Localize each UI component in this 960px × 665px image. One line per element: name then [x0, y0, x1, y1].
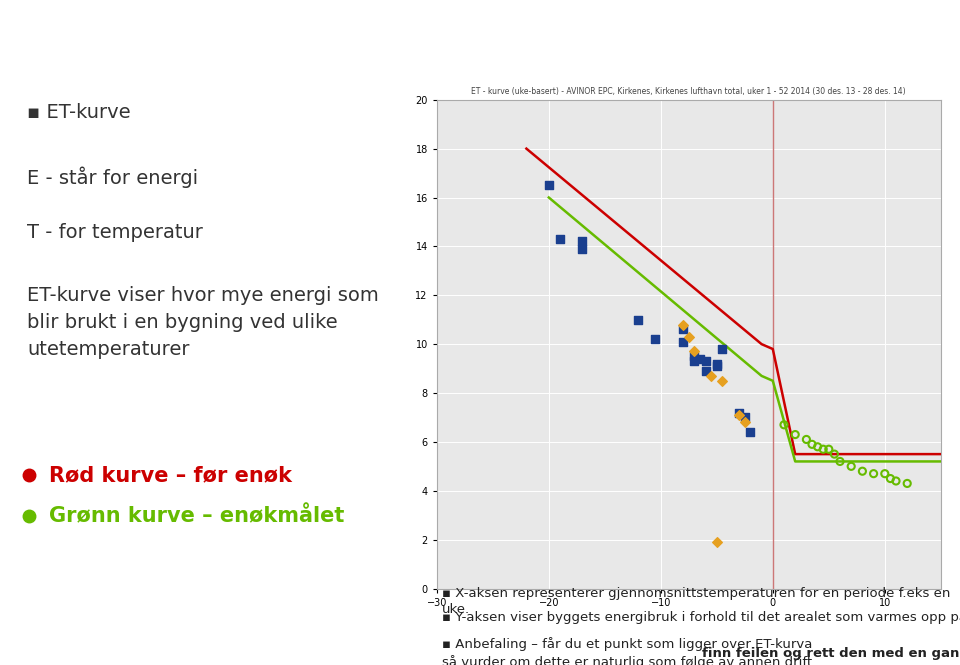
Text: ▪ X-aksen representerer gjennomsnittstemperaturen for en periode f.eks en uke.: ▪ X-aksen representerer gjennomsnittstem…	[442, 587, 950, 616]
Point	[631, 315, 646, 325]
Point	[709, 361, 725, 372]
Point	[810, 442, 826, 452]
Text: Grønn kurve – enøkmålet: Grønn kurve – enøkmålet	[50, 506, 345, 526]
Point	[575, 243, 590, 254]
Text: T - for temperatur: T - for temperatur	[27, 223, 204, 242]
Point	[888, 475, 903, 486]
Point	[709, 537, 725, 547]
Point	[877, 468, 893, 479]
Text: ET-kurve viser hvor mye energi som
blir brukt i en bygning ved ulike
utetemperat: ET-kurve viser hvor mye energi som blir …	[27, 286, 379, 360]
Text: Teori energioppfølgingssystem: Teori energioppfølgingssystem	[21, 33, 481, 59]
Point	[686, 346, 702, 357]
Text: ▪ Y-aksen viser byggets energibruk i forhold til det arealet som varmes opp på b: ▪ Y-aksen viser byggets energibruk i for…	[442, 610, 960, 624]
Point	[692, 354, 708, 364]
Point	[804, 439, 820, 450]
Point	[676, 336, 691, 347]
Point	[777, 420, 792, 430]
Point	[737, 412, 753, 423]
Point	[714, 376, 730, 386]
Point	[883, 473, 899, 484]
Point	[714, 344, 730, 354]
Point	[709, 358, 725, 369]
Point	[732, 407, 747, 418]
Text: ▪ ET-kurve: ▪ ET-kurve	[27, 103, 131, 122]
Text: finn feilen og rett den med en gang!: finn feilen og rett den med en gang!	[703, 647, 960, 660]
Point	[737, 417, 753, 428]
Point	[676, 319, 691, 330]
Point	[552, 233, 567, 244]
Point	[704, 370, 719, 381]
Text: Rød kurve – før enøk: Rød kurve – før enøk	[50, 465, 293, 485]
Point	[866, 468, 881, 479]
Point	[575, 236, 590, 247]
Point	[676, 324, 691, 334]
Point	[832, 456, 848, 467]
Point	[844, 461, 859, 471]
Point	[698, 356, 713, 366]
Text: AF: AF	[870, 23, 910, 51]
Point	[681, 331, 696, 342]
Point	[815, 444, 830, 455]
Point	[900, 478, 915, 489]
Text: AF GRUPPEN: AF GRUPPEN	[866, 66, 914, 75]
Point	[698, 366, 713, 376]
Text: ▪ Anbefaling – får du et punkt som ligger over ET-kurva
så vurder om dette er na: ▪ Anbefaling – får du et punkt som ligge…	[442, 637, 812, 665]
Point	[821, 444, 836, 455]
Point	[647, 334, 662, 344]
Text: E - står for energi: E - står for energi	[27, 166, 199, 188]
Point	[686, 351, 702, 362]
Point	[743, 427, 758, 438]
Point	[799, 434, 814, 445]
Point	[541, 180, 557, 191]
Point	[854, 466, 870, 477]
Point	[686, 356, 702, 366]
Point	[732, 410, 747, 420]
Title: ET - kurve (uke-basert) - AVINOR EPC, Kirkenes, Kirkenes lufthavn total, uker 1 : ET - kurve (uke-basert) - AVINOR EPC, Ki…	[471, 87, 906, 96]
Point	[827, 449, 842, 460]
Point	[787, 429, 803, 440]
